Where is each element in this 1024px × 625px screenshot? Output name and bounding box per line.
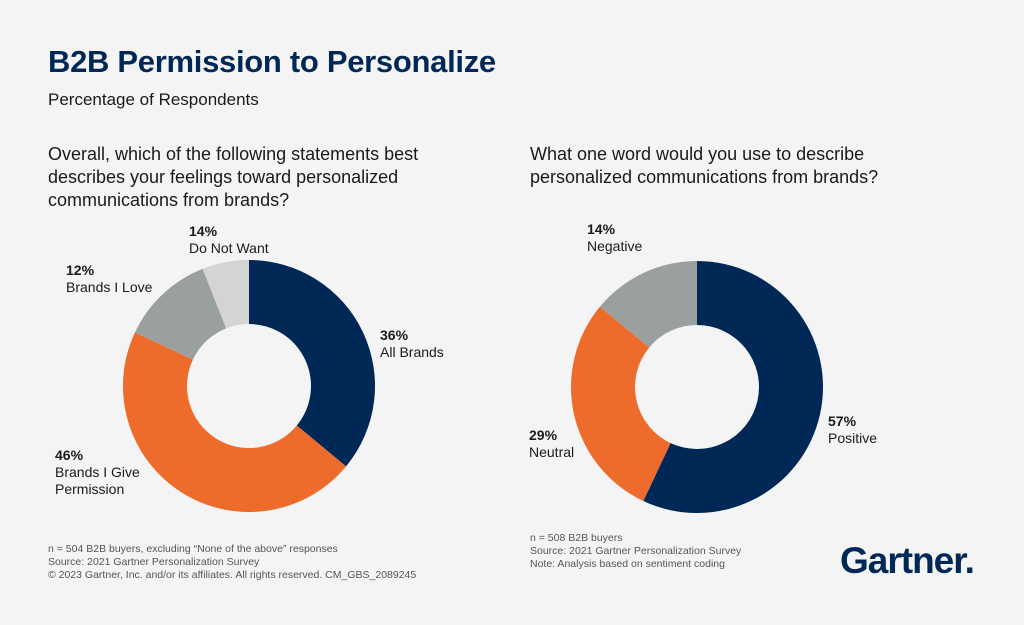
- label-positive: 57% Positive: [828, 413, 878, 446]
- label-negative: 14% Negative: [587, 221, 643, 254]
- left-question: Overall, which of the following statemen…: [48, 144, 419, 210]
- right-question: What one word would you use to describe …: [530, 144, 879, 187]
- slice-positive: [643, 261, 824, 513]
- slice-brands-i-love: [134, 268, 227, 360]
- slice-brands-i-give-permission: [122, 332, 347, 513]
- slice-negative: [599, 261, 697, 348]
- label-do-not-want: 14% Do Not Want: [189, 223, 269, 256]
- label-brands-love: 12% Brands I Love: [66, 262, 153, 295]
- gartner-logo: Gartner.: [840, 540, 975, 581]
- page-subtitle: Percentage of Respondents: [48, 90, 259, 109]
- right-notes: n = 508 B2B buyers Source: 2021 Gartner P…: [530, 532, 742, 570]
- slice-do-not-want: [202, 260, 249, 329]
- page-title: B2B Permission to Personalize: [48, 44, 496, 79]
- left-notes: n = 504 B2B buyers, excluding “None of t…: [48, 543, 417, 581]
- label-all-brands: 36% All Brands: [380, 327, 444, 360]
- slice-neutral: [571, 306, 671, 502]
- label-neutral: 29% Neutral: [529, 427, 575, 460]
- label-brands-permission: 46% Brands I Give Permission: [55, 447, 140, 497]
- slice-all-brands: [249, 260, 375, 467]
